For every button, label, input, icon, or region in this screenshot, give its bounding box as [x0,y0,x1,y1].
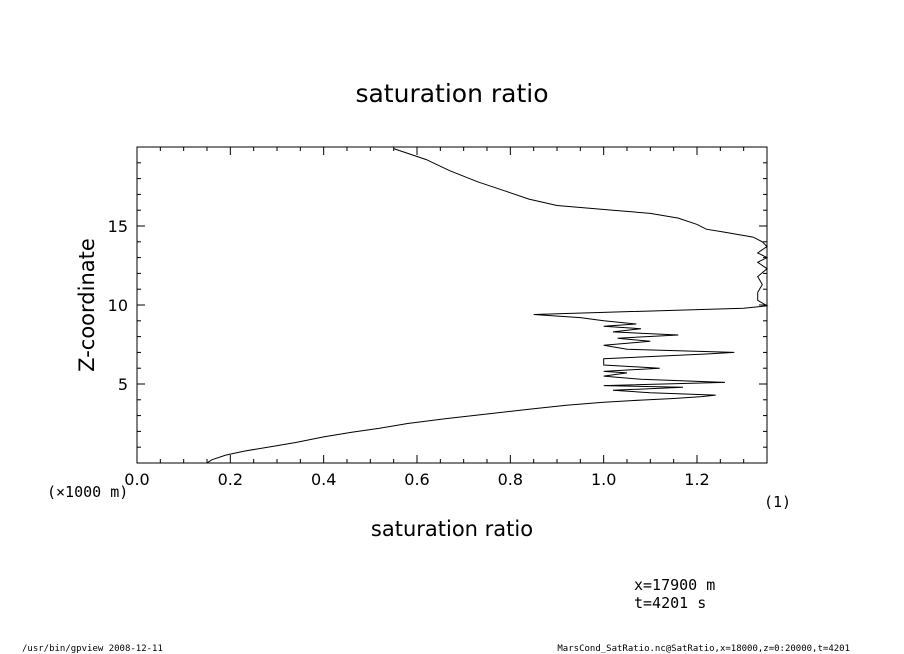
y-tick-labels: 5 10 15 [108,217,128,394]
tick-marks [136,147,768,463]
footer-left-note: /usr/bin/gpview 2008-12-11 [22,644,163,654]
chart-title: saturation ratio [355,79,548,108]
x-tick-label: 0.2 [218,470,243,489]
x-tick-labels: 0.0 0.2 0.4 0.6 0.8 1.0 1.2 [124,470,709,489]
plot-frame [136,146,768,464]
x-axis-unit: (1) [764,493,791,511]
x-tick-label: 1.2 [684,470,709,489]
y-tick-label: 10 [108,296,128,315]
time-note: t=4201 s [634,594,706,612]
x-position-note: x=17900 m [634,576,715,594]
y-axis-label: Z-coordinate [75,238,99,372]
y-tick-label: 15 [108,217,128,236]
x-axis-label: saturation ratio [371,517,533,541]
x-tick-label: 0.6 [404,470,429,489]
saturation-ratio-profile-line [206,148,769,464]
x-tick-label: 0.4 [311,470,336,489]
footer-right-note: MarsCond_SatRatio.nc@SatRatio,x=18000,z=… [557,644,850,654]
x-tick-label: 0.8 [498,470,523,489]
x-tick-label: 1.0 [591,470,616,489]
y-tick-label: 5 [118,375,128,394]
x-tick-label: 0.0 [124,470,149,489]
y-axis-unit: (×1000 m) [47,483,128,501]
